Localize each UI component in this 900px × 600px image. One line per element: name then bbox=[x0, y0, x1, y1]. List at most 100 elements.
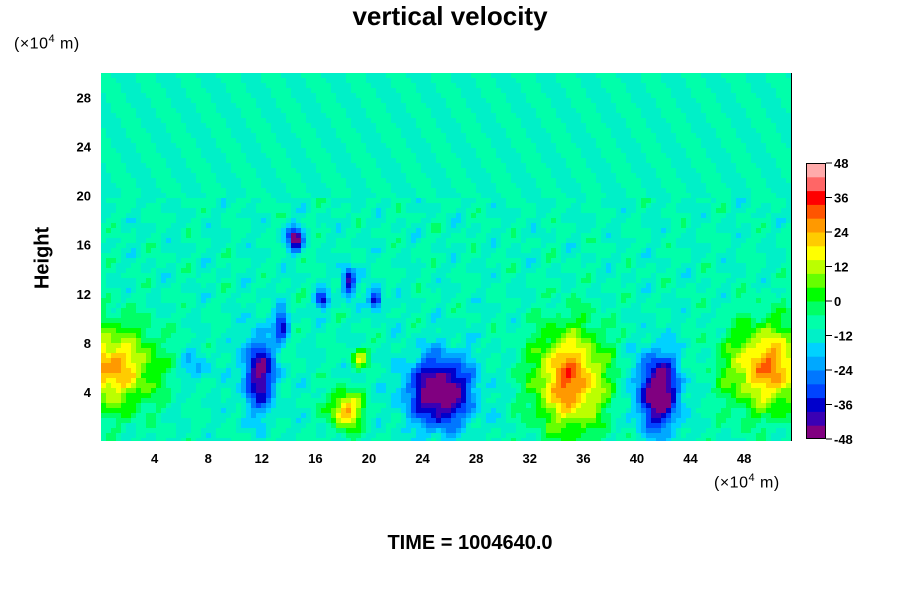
field-cell bbox=[561, 248, 567, 254]
field-cell bbox=[276, 138, 282, 144]
field-cell bbox=[731, 158, 737, 164]
field-cell bbox=[466, 138, 472, 144]
field-cell bbox=[686, 233, 692, 239]
field-cell bbox=[691, 233, 697, 239]
field-cell bbox=[736, 153, 742, 159]
field-cell bbox=[306, 158, 312, 164]
field-cell bbox=[441, 178, 447, 184]
field-cell bbox=[461, 223, 467, 229]
field-cell bbox=[631, 198, 637, 204]
field-cell bbox=[371, 133, 377, 139]
field-cell bbox=[386, 243, 392, 249]
field-cell bbox=[406, 143, 412, 149]
field-cell bbox=[411, 153, 417, 159]
field-cell bbox=[316, 178, 322, 184]
field-cell bbox=[436, 248, 442, 254]
field-cell bbox=[681, 243, 687, 249]
field-cell bbox=[756, 243, 762, 249]
field-cell bbox=[556, 243, 562, 249]
field-cell bbox=[176, 173, 182, 179]
field-cell bbox=[276, 228, 282, 234]
field-cell bbox=[216, 163, 222, 169]
field-cell bbox=[476, 83, 482, 89]
field-cell bbox=[561, 163, 567, 169]
field-cell bbox=[611, 118, 617, 124]
field-cell bbox=[561, 108, 567, 114]
field-cell bbox=[386, 193, 392, 199]
field-cell bbox=[671, 103, 677, 109]
field-cell bbox=[186, 253, 192, 259]
field-cell bbox=[696, 73, 702, 79]
field-cell bbox=[176, 213, 182, 219]
field-cell bbox=[706, 248, 712, 254]
field-cell bbox=[256, 78, 262, 84]
field-cell bbox=[711, 138, 717, 144]
field-cell bbox=[766, 193, 772, 199]
field-cell bbox=[636, 248, 642, 254]
field-cell bbox=[351, 198, 357, 204]
field-cell bbox=[236, 188, 242, 194]
field-cell bbox=[516, 213, 522, 219]
field-cell bbox=[346, 218, 352, 224]
field-cell bbox=[551, 123, 557, 129]
field-cell bbox=[651, 113, 657, 119]
field-cell bbox=[256, 113, 262, 119]
field-cell bbox=[451, 138, 457, 144]
field-cell bbox=[306, 128, 312, 134]
field-cell bbox=[366, 73, 372, 79]
field-cell bbox=[261, 118, 267, 124]
field-cell bbox=[721, 143, 727, 149]
field-cell bbox=[661, 73, 667, 79]
field-cell bbox=[436, 73, 442, 79]
field-cell bbox=[751, 183, 757, 189]
field-cell bbox=[786, 113, 791, 119]
field-cell bbox=[186, 243, 192, 249]
field-cell bbox=[786, 233, 791, 239]
field-cell bbox=[101, 253, 107, 259]
field-cell bbox=[571, 123, 577, 129]
field-cell bbox=[176, 118, 182, 124]
field-cell bbox=[566, 138, 572, 144]
field-cell bbox=[121, 93, 127, 99]
field-cell bbox=[506, 113, 512, 119]
field-cell bbox=[281, 133, 287, 139]
field-cell bbox=[376, 173, 382, 179]
field-cell bbox=[391, 143, 397, 149]
field-cell bbox=[536, 223, 542, 229]
field-cell bbox=[141, 228, 147, 234]
field-cell bbox=[776, 138, 782, 144]
field-cell bbox=[241, 168, 247, 174]
field-cell bbox=[461, 123, 467, 129]
field-cell bbox=[251, 118, 257, 124]
field-cell bbox=[261, 138, 267, 144]
field-cell bbox=[446, 113, 452, 119]
field-cell bbox=[641, 243, 647, 249]
field-cell bbox=[316, 138, 322, 144]
field-cell bbox=[666, 228, 672, 234]
field-cell bbox=[251, 78, 257, 84]
field-cell bbox=[241, 238, 247, 244]
field-cell bbox=[331, 133, 337, 139]
field-cell bbox=[206, 193, 212, 199]
field-cell bbox=[101, 163, 107, 169]
field-cell bbox=[281, 183, 287, 189]
field-cell bbox=[636, 168, 642, 174]
field-cell bbox=[176, 158, 182, 164]
field-cell bbox=[536, 208, 542, 214]
field-cell bbox=[261, 123, 267, 129]
field-cell bbox=[376, 133, 382, 139]
field-cell bbox=[286, 193, 292, 199]
field-cell bbox=[551, 163, 557, 169]
field-cell bbox=[626, 73, 632, 79]
field-cell bbox=[111, 173, 117, 179]
field-cell bbox=[541, 213, 547, 219]
field-cell bbox=[151, 103, 157, 109]
field-cell bbox=[496, 138, 502, 144]
field-cell bbox=[476, 158, 482, 164]
field-cell bbox=[681, 193, 687, 199]
field-cell bbox=[616, 153, 622, 159]
field-cell bbox=[726, 183, 732, 189]
field-cell bbox=[581, 213, 587, 219]
field-cell bbox=[626, 143, 632, 149]
field-cell bbox=[476, 113, 482, 119]
